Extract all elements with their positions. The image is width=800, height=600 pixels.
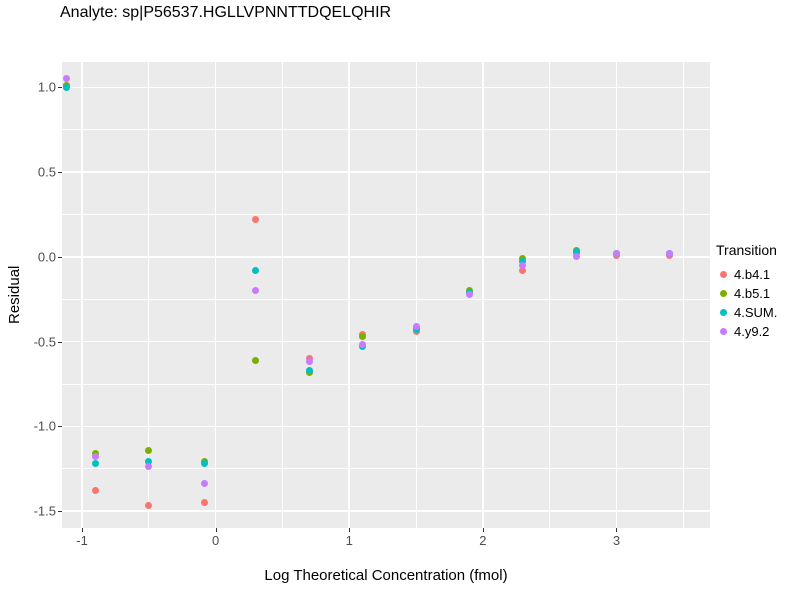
data-point <box>145 446 153 454</box>
x-tick-label: -1 <box>76 533 88 548</box>
y-major-gridline <box>62 171 710 173</box>
legend: Transition 4.b4.1 4.b5.1 4.SUM. 4.y9.2 <box>716 242 777 341</box>
legend-key-dot <box>720 271 727 278</box>
data-point <box>91 453 99 461</box>
x-tick-label: 0 <box>212 533 220 548</box>
y-minor-gridline <box>62 298 710 300</box>
legend-item-label: 4.b5.1 <box>734 286 771 301</box>
x-tick-mark <box>82 528 84 532</box>
data-point <box>252 287 260 295</box>
data-point <box>201 480 209 488</box>
y-minor-gridline <box>62 214 710 215</box>
data-point <box>62 83 70 91</box>
y-tick-label: 0.0 <box>37 249 56 265</box>
data-point <box>145 463 153 471</box>
legend-item-label: 4.SUM. <box>734 305 778 320</box>
x-major-gridline <box>482 62 484 528</box>
legend-title: Transition <box>716 242 777 258</box>
x-major-gridline <box>81 62 83 528</box>
x-major-gridline <box>214 62 217 528</box>
legend-item: 4.y9.2 <box>716 322 777 341</box>
x-minor-gridline <box>282 62 283 528</box>
y-minor-gridline <box>62 383 710 385</box>
x-axis-title: Log Theoretical Concentration (fmol) <box>264 567 508 584</box>
data-point <box>252 266 260 274</box>
x-tick-mark <box>616 528 618 532</box>
y-minor-gridline <box>62 468 710 470</box>
y-minor-gridline <box>62 129 710 131</box>
y-major-gridline <box>62 340 710 343</box>
y-tick-mark <box>58 87 62 89</box>
data-point <box>252 216 260 224</box>
plot-panel <box>62 62 710 528</box>
x-tick-label: 2 <box>479 533 487 548</box>
data-point <box>359 341 367 349</box>
x-major-gridline <box>615 62 618 528</box>
legend-item-label: 4.y9.2 <box>734 324 770 339</box>
data-point <box>612 249 620 257</box>
data-point <box>359 333 367 341</box>
data-point <box>466 290 473 298</box>
y-major-gridline <box>62 425 710 428</box>
x-tick-mark <box>215 528 217 532</box>
legend-items: 4.b4.1 4.b5.1 4.SUM. 4.y9.2 <box>716 265 777 341</box>
y-tick-mark <box>58 511 62 513</box>
data-point <box>519 261 527 269</box>
data-point <box>412 322 420 330</box>
y-tick-label: -1.0 <box>33 418 56 434</box>
y-tick-mark <box>58 341 62 343</box>
legend-key-dot <box>720 328 727 335</box>
data-point <box>252 356 260 364</box>
legend-item: 4.b5.1 <box>716 284 777 303</box>
y-tick-label: 1.0 <box>37 79 56 95</box>
y-major-gridline <box>62 256 710 258</box>
data-point <box>572 248 580 256</box>
x-minor-gridline <box>549 62 551 528</box>
data-point <box>145 458 153 466</box>
y-tick-label: -1.5 <box>33 503 56 519</box>
y-tick-mark <box>58 256 62 258</box>
y-major-gridline <box>62 510 710 512</box>
y-tick-mark <box>58 426 62 428</box>
data-point <box>62 75 70 83</box>
x-tick-label: 3 <box>612 533 621 548</box>
data-point <box>305 358 313 366</box>
x-tick-mark <box>349 528 351 532</box>
data-point <box>572 253 580 261</box>
x-major-gridline <box>348 62 351 528</box>
data-point <box>519 266 527 274</box>
plot-title: Analyte: sp|P56537.HGLLVPNNTTDQELQHIR <box>60 4 392 21</box>
x-minor-gridline <box>682 62 684 528</box>
y-axis-title: Residual <box>6 265 23 325</box>
data-point <box>201 499 209 507</box>
y-tick-label: -0.5 <box>33 334 56 350</box>
legend-key-dot <box>720 290 727 297</box>
data-point <box>201 460 209 468</box>
x-minor-gridline <box>148 62 150 528</box>
x-minor-gridline <box>415 62 417 528</box>
legend-item: 4.b4.1 <box>716 265 777 284</box>
x-tick-mark <box>482 528 484 532</box>
data-point <box>91 487 99 495</box>
y-tick-label: 0.5 <box>37 164 56 180</box>
data-point <box>305 366 313 374</box>
data-point <box>91 460 99 468</box>
data-point <box>666 249 674 257</box>
legend-key-dot <box>720 309 727 316</box>
y-major-gridline <box>62 86 710 89</box>
legend-item: 4.SUM. <box>716 303 777 322</box>
legend-item-label: 4.b4.1 <box>734 267 771 282</box>
data-point <box>145 502 153 510</box>
x-tick-label: 1 <box>345 533 353 548</box>
y-tick-mark <box>58 172 62 174</box>
